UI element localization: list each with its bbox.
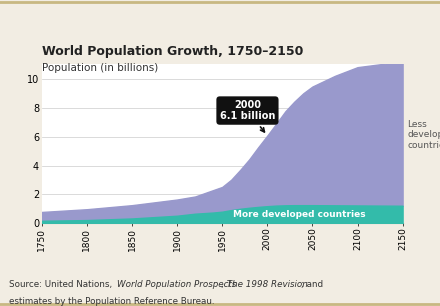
Text: Source: United Nations,: Source: United Nations, xyxy=(9,280,115,289)
Text: Less
developed
countries: Less developed countries xyxy=(407,120,440,150)
Text: Population (in billions): Population (in billions) xyxy=(42,63,158,73)
Text: More developed countries: More developed countries xyxy=(233,210,365,219)
Text: World Population Prospects: World Population Prospects xyxy=(117,280,236,289)
Text: estimates by the Population Reference Bureau.: estimates by the Population Reference Bu… xyxy=(9,297,214,306)
Text: ,: , xyxy=(220,280,223,289)
Text: ; and: ; and xyxy=(301,280,323,289)
Text: 2000
6.1 billion: 2000 6.1 billion xyxy=(220,100,275,132)
Text: World Population Growth, 1750–2150: World Population Growth, 1750–2150 xyxy=(42,45,303,58)
Text: The 1998 Revision: The 1998 Revision xyxy=(224,280,308,289)
